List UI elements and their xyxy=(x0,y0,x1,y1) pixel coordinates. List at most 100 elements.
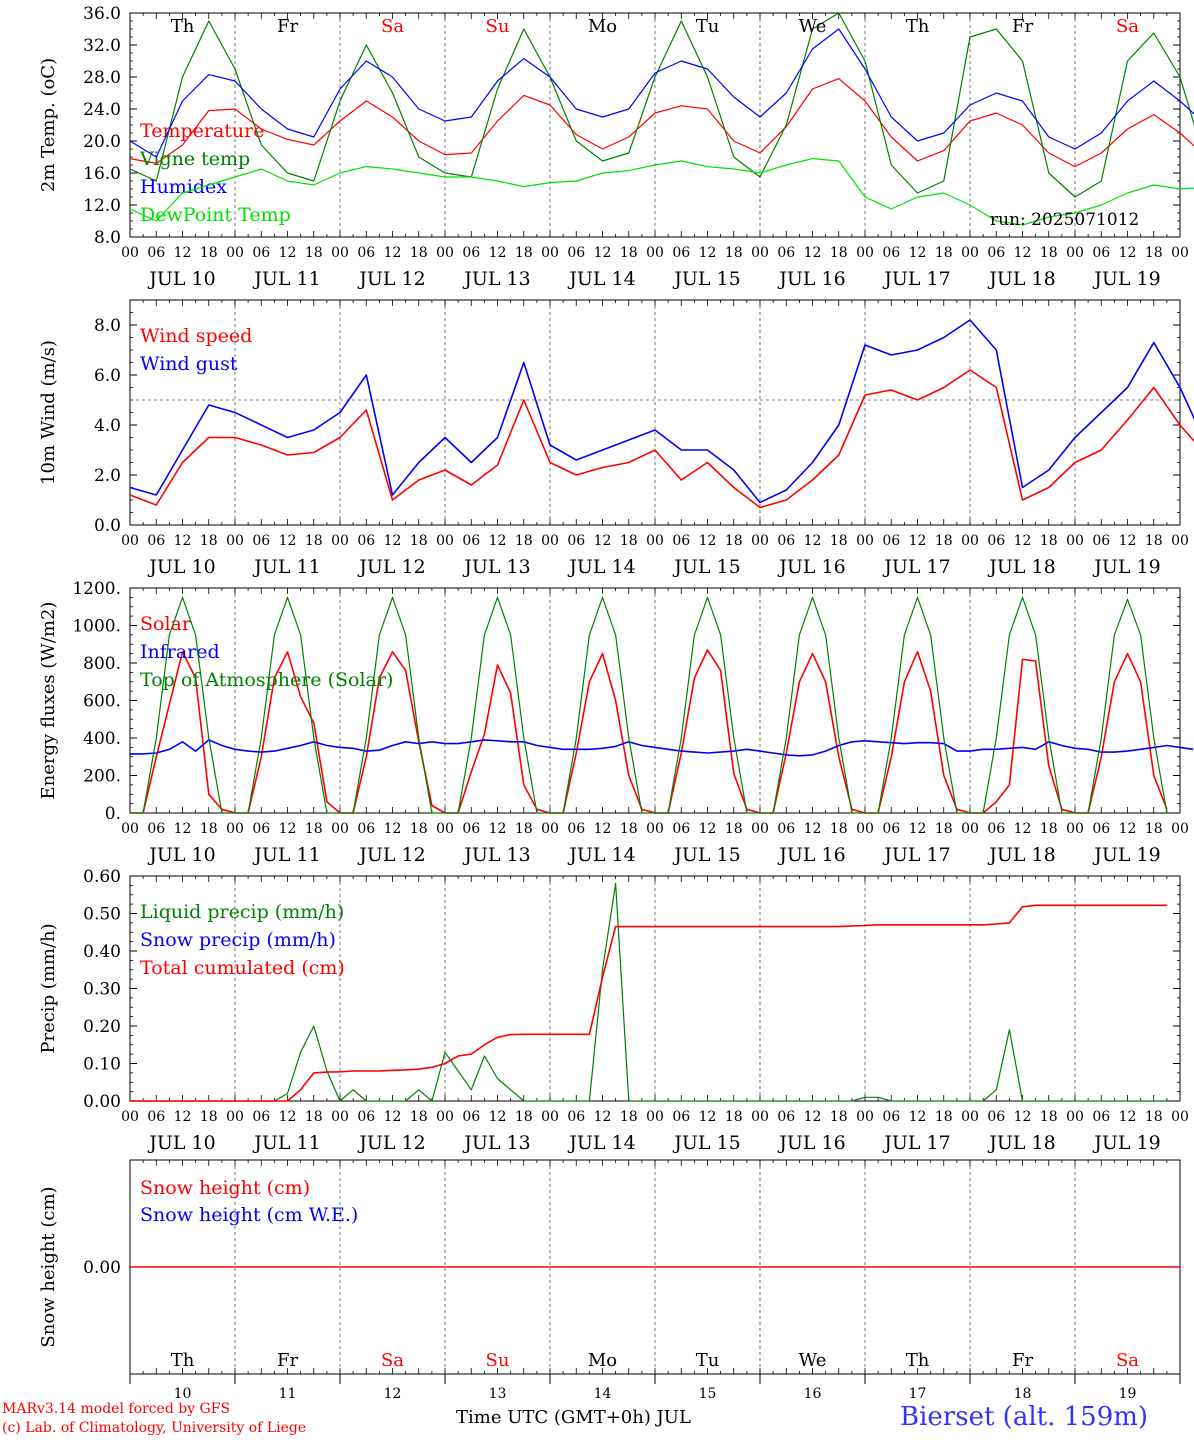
temp-hour-tick-label: 06 xyxy=(462,245,480,261)
temp-date-label: JUL 15 xyxy=(672,268,740,290)
top-weekday-label: Th xyxy=(906,16,930,37)
top-weekday-label: Fr xyxy=(277,16,298,37)
energy-hour-tick-label: 12 xyxy=(1119,821,1137,837)
bottom-day-number: 17 xyxy=(909,1386,927,1402)
precip-hour-tick-label: 18 xyxy=(620,1109,638,1125)
bottom-day-number: 11 xyxy=(279,1386,297,1402)
precip-hour-tick-label: 06 xyxy=(252,1109,270,1125)
wind-date-label: JUL 12 xyxy=(357,556,425,578)
snow-y-axis-label: Snow height (cm) xyxy=(38,1186,59,1347)
temp-hour-tick-label: 12 xyxy=(489,245,507,261)
wind-y-axis-label: 10m Wind (m/s) xyxy=(38,340,59,485)
wind-hour-tick-label: 12 xyxy=(804,533,822,549)
temp-date-label: JUL 12 xyxy=(357,268,425,290)
energy-date-label: JUL 19 xyxy=(1092,844,1160,866)
bottom-weekday-label: Sa xyxy=(1116,1350,1139,1371)
wind-hour-tick-label: 06 xyxy=(882,533,900,549)
energy-series-line xyxy=(130,649,1168,814)
precip-y-tick-label: 0.60 xyxy=(83,867,121,887)
temp-date-label: JUL 18 xyxy=(987,268,1055,290)
energy-hour-tick-label: 18 xyxy=(200,821,218,837)
temp-hour-tick-label: 00 xyxy=(751,245,769,261)
precip-hour-tick-label: 00 xyxy=(121,1109,139,1125)
precip-series-line xyxy=(130,882,1167,1102)
wind-y-tick-label: 8.0 xyxy=(94,316,121,336)
wind-hour-tick-label: 06 xyxy=(147,533,165,549)
temp-y-tick-label: 12.0 xyxy=(83,196,121,216)
temp-series-line xyxy=(129,158,1194,226)
precip-y-tick-label: 0.30 xyxy=(83,980,121,1000)
temp-hour-tick-label: 18 xyxy=(1040,245,1058,261)
temp-hour-tick-label: 18 xyxy=(1145,245,1163,261)
energy-hour-tick-label: 00 xyxy=(436,821,454,837)
energy-hour-tick-label: 06 xyxy=(987,821,1005,837)
energy-date-label: JUL 16 xyxy=(777,844,845,866)
wind-hour-tick-label: 06 xyxy=(252,533,270,549)
bottom-weekday-label: Fr xyxy=(277,1350,298,1371)
energy-hour-tick-label: 18 xyxy=(410,821,428,837)
wind-hour-tick-label: 06 xyxy=(1092,533,1110,549)
wind-hour-tick-label: 18 xyxy=(1145,533,1163,549)
precip-date-label: JUL 13 xyxy=(462,1132,530,1154)
time-axis-label: Time UTC (GMT+0h) JUL xyxy=(456,1407,691,1428)
bottom-day-number: 12 xyxy=(384,1386,402,1402)
top-weekday-label: Th xyxy=(171,16,195,37)
wind-hour-tick-label: 00 xyxy=(436,533,454,549)
wind-hour-tick-label: 00 xyxy=(121,533,139,549)
energy-hour-tick-label: 12 xyxy=(174,821,192,837)
energy-date-label: JUL 14 xyxy=(567,844,635,866)
wind-date-label: JUL 19 xyxy=(1092,556,1160,578)
energy-y-tick-label: 600. xyxy=(83,692,121,712)
energy-hour-tick-label: 00 xyxy=(751,821,769,837)
precip-date-label: JUL 14 xyxy=(567,1132,635,1154)
precip-hour-tick-label: 00 xyxy=(331,1109,349,1125)
wind-hour-tick-label: 06 xyxy=(357,533,375,549)
precip-y-tick-label: 0.20 xyxy=(83,1017,121,1037)
wind-date-label: JUL 10 xyxy=(147,556,215,578)
temp-hour-tick-label: 06 xyxy=(882,245,900,261)
snow-legend-entry: Snow height (cm) xyxy=(140,1177,310,1199)
bottom-day-number: 16 xyxy=(804,1386,822,1402)
bottom-weekday-label: Th xyxy=(906,1350,930,1371)
energy-hour-tick-label: 00 xyxy=(961,821,979,837)
top-weekday-label: Tu xyxy=(696,16,720,37)
precip-hour-tick-label: 00 xyxy=(751,1109,769,1125)
temp-hour-tick-label: 12 xyxy=(1014,245,1032,261)
energy-y-tick-label: 800. xyxy=(83,654,121,674)
energy-hour-tick-label: 12 xyxy=(279,821,297,837)
precip-hour-tick-label: 06 xyxy=(462,1109,480,1125)
temp-hour-tick-label: 00 xyxy=(856,245,874,261)
energy-hour-tick-label: 06 xyxy=(567,821,585,837)
temp-date-label: JUL 11 xyxy=(252,268,320,290)
wind-y-tick-label: 0.0 xyxy=(94,516,121,536)
precip-date-label: JUL 16 xyxy=(777,1132,845,1154)
temp-legend-entry: Humidex xyxy=(140,176,227,198)
wind-date-label: JUL 15 xyxy=(672,556,740,578)
bottom-weekday-label: Tu xyxy=(696,1350,720,1371)
energy-hour-tick-label: 06 xyxy=(147,821,165,837)
energy-hour-tick-label: 12 xyxy=(909,821,927,837)
wind-hour-tick-label: 00 xyxy=(1171,533,1189,549)
precip-hour-tick-label: 00 xyxy=(961,1109,979,1125)
wind-hour-tick-label: 12 xyxy=(279,533,297,549)
energy-hour-tick-label: 06 xyxy=(777,821,795,837)
energy-hour-tick-label: 18 xyxy=(620,821,638,837)
precip-panel: 0.00 0.10 0.20 0.30 0.40 0.50 0.60 Precip (mm/h… xyxy=(38,867,1189,1154)
bottom-weekday-label: Th xyxy=(171,1350,195,1371)
energy-legend-entry: Infrared xyxy=(140,641,220,663)
precip-hour-tick-label: 18 xyxy=(1145,1109,1163,1125)
precip-date-label: JUL 15 xyxy=(672,1132,740,1154)
temp-y-tick-label: 16.0 xyxy=(83,164,121,184)
wind-hour-tick-label: 18 xyxy=(410,533,428,549)
energy-y-axis-label: Energy fluxes (W/m2) xyxy=(38,602,59,800)
top-weekday-label: Sa xyxy=(381,16,404,37)
temp-hour-tick-label: 18 xyxy=(725,245,743,261)
temp-hour-tick-label: 18 xyxy=(200,245,218,261)
energy-date-label: JUL 15 xyxy=(672,844,740,866)
temp-hour-tick-label: 12 xyxy=(384,245,402,261)
precip-hour-tick-label: 12 xyxy=(909,1109,927,1125)
wind-date-label: JUL 16 xyxy=(777,556,845,578)
precip-legend-entry: Snow precip (mm/h) xyxy=(140,929,336,951)
wind-hour-tick-label: 18 xyxy=(725,533,743,549)
